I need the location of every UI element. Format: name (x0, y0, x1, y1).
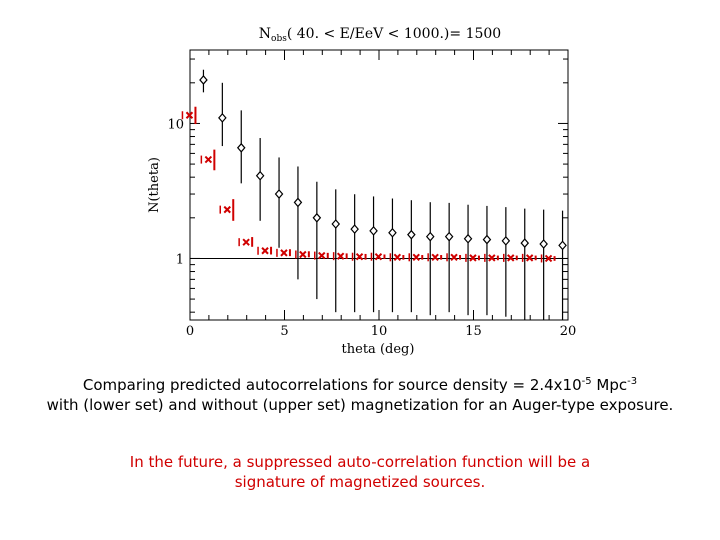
data-point-x (318, 251, 326, 260)
plot-frame (189, 49, 569, 321)
data-point-diamond (520, 238, 530, 248)
data-point-diamond (255, 170, 265, 181)
data-point-x (488, 254, 496, 262)
future-note-line-1: In the future, a suppressed auto-correla… (129, 453, 591, 471)
data-point-x (544, 254, 553, 263)
lower-series (181, 106, 556, 263)
caption: Comparing predicted autocorrelations for… (0, 372, 720, 415)
future-note-line-2: signature of magnetized sources. (234, 473, 486, 491)
data-point-diamond (425, 231, 435, 242)
data-point-x (355, 253, 364, 261)
y-axis-label: N(theta) (147, 157, 162, 213)
data-point-x (242, 238, 250, 246)
x-tick-label: 15 (465, 324, 482, 339)
data-point-diamond (218, 112, 227, 123)
data-point-x (280, 249, 288, 257)
chart-title: Nobs( 40. < E/EeV < 1000.)= 1500 (259, 26, 501, 44)
data-point-x (336, 252, 345, 260)
x-tick-label: 10 (371, 324, 388, 339)
x-tick-label: 0 (186, 324, 194, 339)
upper-series (199, 69, 567, 320)
data-point-x (374, 253, 383, 261)
data-point-diamond (199, 75, 208, 85)
data-point-diamond (463, 233, 473, 244)
data-point-x (431, 253, 439, 261)
y-tick-label: 1 (176, 252, 184, 267)
data-point-diamond (274, 189, 284, 199)
caption-line-2: with (lower set) and without (upper set)… (46, 396, 674, 414)
autocorrelation-chart: Nobs( 40. < E/EeV < 1000.)= 1500 0 5 10 15 2… (147, 26, 577, 357)
data-point-x (299, 250, 307, 259)
data-point-x (507, 254, 515, 262)
x-tick-label: 5 (280, 324, 288, 339)
data-point-diamond (312, 212, 322, 223)
data-point-x (185, 111, 194, 119)
data-point-diamond (482, 234, 492, 245)
data-point-x (393, 253, 402, 261)
data-point-diamond (331, 219, 341, 229)
data-point-diamond (293, 197, 303, 208)
data-point-x (261, 247, 269, 255)
data-point-x (469, 254, 477, 262)
data-point-x (223, 205, 231, 214)
data-point-diamond (558, 240, 567, 251)
data-point-diamond (407, 229, 416, 240)
data-point-diamond (236, 142, 246, 153)
data-point-x (525, 254, 534, 262)
data-point-diamond (501, 235, 511, 246)
data-point-diamond (444, 231, 454, 242)
data-point-x (412, 253, 420, 261)
caption-line-1: Comparing predicted autocorrelations for… (82, 376, 638, 394)
future-note: In the future, a suppressed auto-correla… (0, 452, 720, 492)
data-point-x (204, 155, 213, 164)
y-tick-label: 10 (167, 117, 184, 132)
x-axis-label: theta (deg) (342, 342, 415, 357)
data-point-diamond (369, 225, 378, 236)
data-point-x (450, 253, 458, 261)
data-point-diamond (539, 239, 548, 249)
x-tick-label: 20 (560, 324, 577, 339)
data-point-diamond (388, 227, 397, 238)
data-point-diamond (350, 224, 359, 235)
